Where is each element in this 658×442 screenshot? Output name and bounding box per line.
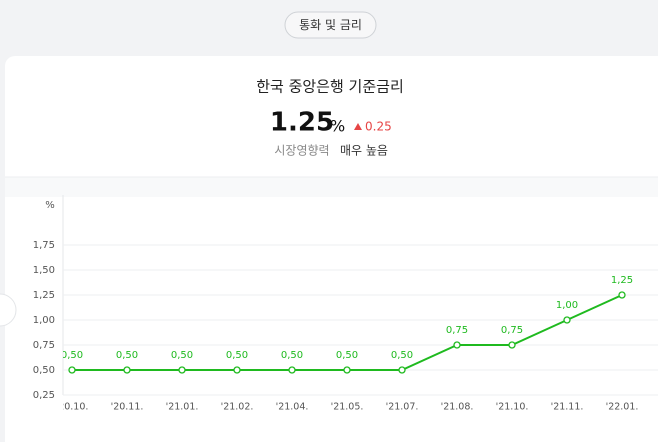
tab-label[interactable]: 통화 및 금리: [299, 18, 362, 32]
value-label: 0,50: [226, 350, 248, 361]
rate-change: 0.25: [365, 120, 392, 134]
point: [508, 341, 516, 349]
chart-band: [5, 177, 658, 197]
value-label: 0,50: [171, 350, 193, 361]
influence-label: 시장영향력: [274, 144, 329, 158]
x-tick-label: '21.01.: [166, 402, 199, 413]
point: [123, 366, 131, 374]
x-tick-label: '20.10.: [56, 402, 89, 413]
y-tick-label: 1,00: [33, 315, 55, 326]
y-tick-label: 0,75: [33, 340, 55, 351]
value-label: 0,50: [336, 350, 358, 361]
x-tick-label: '21.05.: [331, 402, 364, 413]
x-tick-label: '22.01.: [606, 402, 639, 413]
x-tick-label: '20.11.: [111, 402, 144, 413]
x-tick-label: '21.02.: [221, 402, 254, 413]
point: [618, 291, 626, 299]
influence-value: 매우 높음: [340, 144, 388, 158]
value-label: 0,50: [116, 350, 138, 361]
rate-value: 1.25: [270, 108, 334, 138]
point: [178, 366, 186, 374]
x-tick-label: '21.11.: [551, 402, 584, 413]
point: [68, 366, 76, 374]
x-labels: '20.10. '20.11. '21.01. '21.02. '21.04. '21.0…: [56, 275, 639, 413]
y-tick-label: 0,50: [33, 365, 55, 376]
y-tick-label: 1,75: [33, 240, 55, 251]
x-tick-label: '21.07.: [386, 402, 419, 413]
point: [343, 366, 351, 374]
value-label: 0,50: [61, 350, 83, 361]
value-label: 0,75: [501, 325, 523, 336]
point: [563, 316, 571, 324]
tab-pill[interactable]: [284, 11, 377, 39]
up-arrow: [354, 123, 362, 130]
value-label: 1,25: [611, 275, 633, 286]
rate-unit: %: [330, 117, 345, 136]
value-label: 0,50: [391, 350, 413, 361]
value-label: 0,50: [281, 350, 303, 361]
y-axis-label: %: [45, 200, 55, 211]
y-tick-label: 1,25: [33, 290, 55, 301]
value-label: 0,75: [446, 325, 468, 336]
chart: %0,250,500,751,001,251,501,75'20.10. '20.…: [33, 195, 658, 413]
point: [233, 366, 241, 374]
x-tick-label: '21.08.: [441, 402, 474, 413]
x-tick-label: '21.04.: [276, 402, 309, 413]
prev-button[interactable]: [0, 293, 17, 327]
point: [453, 341, 461, 349]
x-tick-label: '21.10.: [496, 402, 529, 413]
y-tick-label: 0,25: [33, 390, 55, 401]
value-label: 1,00: [556, 300, 578, 311]
card-title: 한국 중앙은행 기준금리: [256, 78, 404, 96]
point: [398, 366, 406, 374]
point: [288, 366, 296, 374]
y-tick-label: 1,50: [33, 265, 55, 276]
